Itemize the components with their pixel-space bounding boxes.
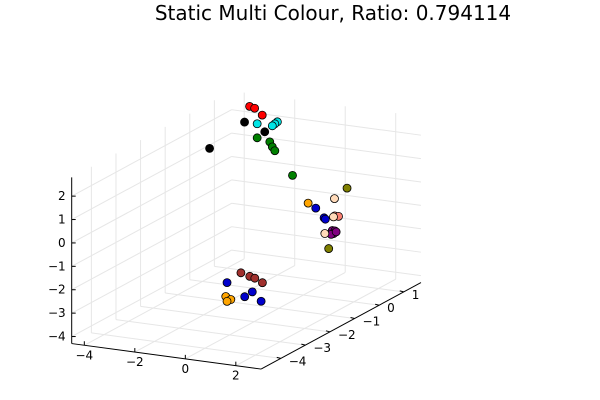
y-tick bbox=[399, 290, 404, 293]
data-point bbox=[288, 170, 297, 180]
data-point bbox=[342, 183, 352, 193]
data-point bbox=[260, 127, 270, 137]
grid-line bbox=[71, 156, 232, 244]
z-tick-label: −1 bbox=[48, 259, 66, 273]
grid-line bbox=[185, 271, 346, 360]
y-tick bbox=[350, 317, 355, 320]
data-point bbox=[247, 287, 257, 297]
grid-line bbox=[84, 258, 245, 346]
z-tick-label: 0 bbox=[58, 236, 66, 250]
grid-line bbox=[235, 278, 396, 367]
grid-line bbox=[140, 305, 331, 333]
x-tick-label: 0 bbox=[181, 362, 189, 376]
grid-line bbox=[91, 332, 281, 359]
chart-title: Static Multi Colour, Ratio: 0.794114 bbox=[155, 1, 511, 25]
data-point bbox=[240, 117, 249, 127]
grid-line bbox=[71, 202, 232, 291]
x-tick-label: −4 bbox=[75, 348, 93, 362]
data-point bbox=[205, 143, 214, 153]
data-point bbox=[303, 198, 313, 208]
grid-line bbox=[134, 265, 295, 353]
y-tick-label: −1 bbox=[363, 315, 381, 329]
grid-line bbox=[231, 155, 422, 183]
data-point bbox=[256, 296, 266, 306]
z-tick-label: 1 bbox=[58, 213, 66, 227]
data-point bbox=[222, 278, 232, 288]
grid-line bbox=[71, 132, 232, 220]
data-point bbox=[320, 214, 330, 224]
data-point bbox=[311, 203, 321, 213]
y-tick bbox=[325, 330, 331, 333]
grid-line bbox=[231, 132, 422, 160]
grid-line bbox=[165, 292, 355, 320]
data-point bbox=[267, 121, 277, 131]
axis-layer: −4 −2 0 2 −4 −3 −2 −1 0 1 −4 −3 −2 −1 0 1 2 bbox=[48, 177, 422, 383]
grid-line bbox=[71, 249, 232, 337]
z-tick-label: −4 bbox=[48, 330, 66, 344]
y-tick-label: −2 bbox=[338, 328, 356, 342]
data-point bbox=[252, 133, 262, 143]
x-tick-label: 2 bbox=[232, 369, 240, 383]
x-tick-label: −2 bbox=[126, 355, 144, 369]
data-point bbox=[320, 229, 330, 238]
data-point bbox=[236, 268, 246, 278]
y-tick bbox=[301, 343, 306, 346]
grid-line bbox=[214, 265, 404, 293]
data-point bbox=[324, 244, 334, 253]
y-tick-label: 1 bbox=[412, 288, 420, 302]
grid-line bbox=[231, 226, 422, 253]
grid-line bbox=[71, 179, 232, 267]
data-point bbox=[331, 227, 341, 237]
data-point bbox=[329, 212, 338, 222]
y-tick-label: −4 bbox=[289, 354, 307, 368]
grid-line bbox=[115, 319, 306, 346]
grid-line bbox=[231, 179, 422, 206]
y-axis-line bbox=[260, 282, 422, 370]
x-axis-line bbox=[71, 343, 262, 370]
data-point bbox=[250, 103, 260, 113]
data-point bbox=[222, 296, 232, 306]
point-layer bbox=[205, 101, 352, 306]
z-tick-label: −2 bbox=[48, 283, 66, 297]
data-point bbox=[330, 194, 339, 204]
grid-line bbox=[71, 226, 232, 314]
y-tick-label: −3 bbox=[313, 341, 331, 355]
data-point bbox=[252, 119, 262, 129]
grid-line bbox=[71, 109, 232, 197]
y-tick bbox=[375, 303, 380, 306]
y-tick-label: 0 bbox=[387, 301, 395, 315]
data-point bbox=[250, 273, 260, 283]
y-tick bbox=[276, 356, 281, 359]
data-point bbox=[257, 110, 267, 120]
z-tick-label: −3 bbox=[48, 306, 66, 320]
z-tick-label: 2 bbox=[58, 189, 66, 203]
data-point bbox=[270, 146, 280, 156]
data-point bbox=[257, 278, 267, 288]
data-point bbox=[240, 292, 250, 302]
grid-line bbox=[189, 279, 380, 306]
grid-line bbox=[231, 249, 422, 277]
